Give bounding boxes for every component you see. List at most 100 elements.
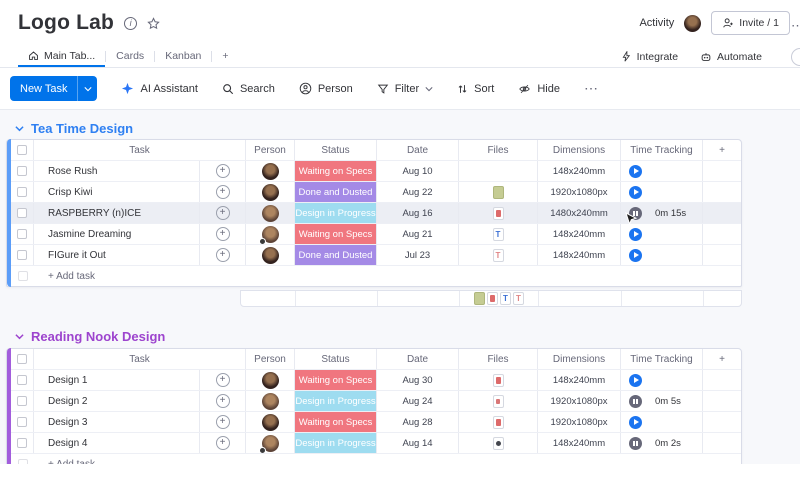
select-all-checkbox[interactable] bbox=[17, 145, 27, 155]
date-cell[interactable]: Aug 28 bbox=[377, 412, 459, 432]
dimensions-cell[interactable]: 1920x1080px bbox=[538, 412, 621, 432]
search-button[interactable]: Search bbox=[222, 83, 275, 95]
hide-button[interactable]: Hide bbox=[518, 83, 560, 95]
status-cell[interactable]: Design in Progress bbox=[295, 391, 377, 411]
tab-cards[interactable]: Cards bbox=[116, 49, 145, 62]
row-checkbox[interactable] bbox=[17, 229, 27, 239]
status-cell[interactable]: Done and Dusted bbox=[295, 182, 377, 202]
files-cell[interactable] bbox=[459, 182, 538, 202]
add-update-icon[interactable]: + bbox=[215, 415, 230, 429]
task-name[interactable]: Crisp Kiwi bbox=[34, 182, 200, 202]
add-column-button[interactable]: + bbox=[719, 353, 725, 365]
ai-assistant-button[interactable]: AI Assistant bbox=[121, 82, 198, 95]
files-cell[interactable] bbox=[459, 203, 538, 223]
add-update-icon[interactable]: + bbox=[215, 436, 230, 450]
timer-play-button[interactable] bbox=[629, 415, 642, 429]
sort-button[interactable]: Sort bbox=[457, 83, 494, 95]
person-cell[interactable] bbox=[246, 412, 295, 432]
status-cell[interactable]: Done and Dusted bbox=[295, 245, 377, 265]
row-checkbox[interactable] bbox=[17, 208, 27, 218]
add-task-row[interactable]: + Add task bbox=[11, 266, 741, 286]
group-title-reading-nook[interactable]: Reading Nook Design bbox=[0, 329, 800, 344]
task-name[interactable]: Design 4 bbox=[34, 433, 200, 453]
tab-main-table[interactable]: Main Tab... bbox=[18, 46, 106, 67]
files-cell[interactable] bbox=[459, 245, 538, 265]
files-cell[interactable] bbox=[459, 433, 538, 453]
status-cell[interactable]: Waiting on Specs bbox=[295, 370, 377, 390]
row-checkbox[interactable] bbox=[17, 417, 27, 427]
date-cell[interactable]: Aug 21 bbox=[377, 224, 459, 244]
time-tracking-cell[interactable]: 0m 5s bbox=[621, 391, 703, 411]
add-task-label[interactable]: + Add task bbox=[48, 270, 95, 282]
activity-avatar[interactable] bbox=[684, 14, 702, 32]
dimensions-cell[interactable]: 1920x1080px bbox=[538, 182, 621, 202]
status-cell[interactable]: Waiting on Specs bbox=[295, 224, 377, 244]
integrate-button[interactable]: Integrate bbox=[621, 51, 678, 63]
person-cell[interactable] bbox=[246, 182, 295, 202]
person-cell[interactable] bbox=[246, 433, 295, 453]
task-name[interactable]: Design 1 bbox=[34, 370, 200, 390]
files-cell[interactable] bbox=[459, 412, 538, 432]
add-task-label[interactable]: + Add task bbox=[48, 458, 95, 465]
tab-kanban[interactable]: Kanban bbox=[165, 49, 202, 62]
person-cell[interactable] bbox=[246, 203, 295, 223]
task-name[interactable]: Jasmine Dreaming bbox=[34, 224, 200, 244]
status-cell[interactable]: Waiting on Specs bbox=[295, 412, 377, 432]
new-task-dropdown[interactable] bbox=[77, 76, 97, 101]
time-tracking-cell[interactable] bbox=[621, 161, 703, 181]
add-update-icon[interactable]: + bbox=[215, 394, 230, 408]
task-name[interactable]: Design 2 bbox=[34, 391, 200, 411]
new-task-button[interactable]: New Task bbox=[10, 76, 98, 101]
row-checkbox[interactable] bbox=[17, 166, 27, 176]
files-cell[interactable] bbox=[459, 224, 538, 244]
timer-play-button[interactable] bbox=[629, 227, 642, 241]
person-cell[interactable] bbox=[246, 224, 295, 244]
person-cell[interactable] bbox=[246, 161, 295, 181]
timer-pause-button[interactable] bbox=[629, 436, 642, 450]
summary-files-cell[interactable] bbox=[460, 291, 539, 306]
add-view-button[interactable]: + bbox=[222, 49, 229, 62]
add-task-row[interactable]: + Add task bbox=[11, 454, 741, 464]
files-cell[interactable] bbox=[459, 161, 538, 181]
dimensions-cell[interactable]: 148x240mm bbox=[538, 161, 621, 181]
header-more-icon[interactable]: ⋯ bbox=[791, 18, 800, 33]
time-tracking-cell[interactable] bbox=[621, 370, 703, 390]
filter-button[interactable]: Filter bbox=[377, 83, 433, 95]
dimensions-cell[interactable]: 148x240mm bbox=[538, 224, 621, 244]
date-cell[interactable]: Aug 24 bbox=[377, 391, 459, 411]
status-cell[interactable]: Design in Progress bbox=[295, 433, 377, 453]
task-name[interactable]: FIGure it Out bbox=[34, 245, 200, 265]
task-name[interactable]: Rose Rush bbox=[34, 161, 200, 181]
invite-button[interactable]: Invite / 1 bbox=[711, 11, 790, 35]
time-tracking-cell[interactable] bbox=[621, 245, 703, 265]
row-checkbox[interactable] bbox=[17, 187, 27, 197]
automate-button[interactable]: Automate bbox=[700, 51, 762, 63]
add-update-icon[interactable]: + bbox=[215, 206, 230, 220]
add-update-icon[interactable]: + bbox=[215, 248, 230, 262]
time-tracking-cell[interactable] bbox=[621, 412, 703, 432]
timer-pause-button[interactable] bbox=[629, 394, 642, 408]
row-checkbox[interactable] bbox=[17, 438, 27, 448]
files-cell[interactable] bbox=[459, 370, 538, 390]
dimensions-cell[interactable]: 148x240mm bbox=[538, 245, 621, 265]
dimensions-cell[interactable]: 1920x1080px bbox=[538, 391, 621, 411]
person-filter-button[interactable]: Person bbox=[299, 82, 353, 95]
person-cell[interactable] bbox=[246, 391, 295, 411]
time-tracking-cell[interactable] bbox=[621, 182, 703, 202]
board-info-icon[interactable]: i bbox=[124, 16, 138, 30]
person-cell[interactable] bbox=[246, 370, 295, 390]
dimensions-cell[interactable]: 148x240mm bbox=[538, 433, 621, 453]
select-all-checkbox[interactable] bbox=[17, 354, 27, 364]
timer-play-button[interactable] bbox=[629, 164, 642, 178]
toolbar-more-icon[interactable]: ⋯ bbox=[583, 80, 599, 96]
task-name[interactable]: Design 3 bbox=[34, 412, 200, 432]
date-cell[interactable]: Aug 22 bbox=[377, 182, 459, 202]
status-cell[interactable]: Waiting on Specs bbox=[295, 161, 377, 181]
time-tracking-cell[interactable] bbox=[621, 224, 703, 244]
add-column-button[interactable]: + bbox=[719, 144, 725, 156]
task-name[interactable]: RASPBERRY (n)ICE bbox=[34, 203, 200, 223]
row-checkbox[interactable] bbox=[17, 250, 27, 260]
status-cell[interactable]: Design in Progress bbox=[295, 203, 377, 223]
time-tracking-cell[interactable]: 0m 2s bbox=[621, 433, 703, 453]
date-cell[interactable]: Aug 14 bbox=[377, 433, 459, 453]
